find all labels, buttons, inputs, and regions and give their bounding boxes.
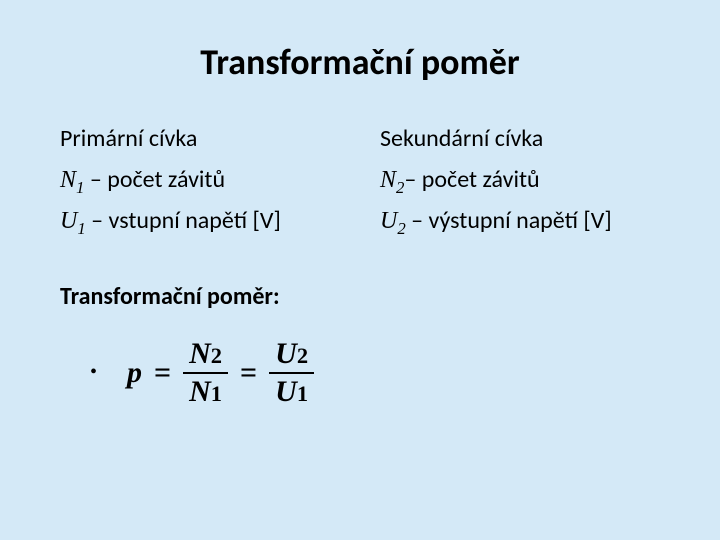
secondary-u-definition: U2 – výstupní napětí [V] [380, 206, 660, 239]
secondary-header: Sekundární cívka [380, 124, 660, 153]
n1-description: – počet závitů [84, 165, 225, 194]
frac-n-num-sym: N [189, 337, 211, 370]
primary-n-definition: N1 – počet závitů [60, 165, 340, 198]
fraction-n: N2 N1 [183, 336, 228, 410]
eq-lhs: p [127, 356, 142, 390]
u1-description: – vstupní napětí [V] [86, 206, 281, 235]
secondary-column: Sekundární cívka N2– počet závitů U2 – v… [380, 124, 660, 247]
frac-n-numerator: N2 [183, 336, 228, 372]
page-title: Transformační poměr [60, 40, 660, 84]
transformation-ratio-equation: • p = N2 N1 = U2 U1 [60, 336, 660, 410]
primary-header: Primární cívka [60, 124, 340, 153]
secondary-n-definition: N2– počet závitů [380, 165, 660, 198]
frac-u-den-sub: 1 [297, 381, 308, 406]
frac-u-denominator: U1 [269, 374, 314, 410]
bullet-icon: • [90, 361, 97, 384]
eq-equals-2: = [240, 356, 257, 390]
frac-n-denominator: N1 [183, 374, 228, 410]
equation-subtitle: Transformační poměr: [60, 282, 660, 311]
frac-n-den-sub: 1 [211, 381, 222, 406]
definitions-columns: Primární cívka N1 – počet závitů U1 – vs… [60, 124, 660, 247]
u1-symbol: U [60, 208, 77, 234]
u1-subscript: 1 [77, 219, 85, 238]
u2-subscript: 2 [397, 219, 405, 238]
n2-symbol: N [380, 167, 396, 193]
eq-equals-1: = [154, 356, 171, 390]
frac-u-den-sym: U [275, 375, 297, 408]
frac-u-num-sub: 2 [297, 343, 308, 368]
frac-u-num-sym: U [275, 337, 297, 370]
frac-n-den-sym: N [189, 375, 211, 408]
fraction-u: U2 U1 [269, 336, 314, 410]
frac-n-num-sub: 2 [211, 343, 222, 368]
primary-column: Primární cívka N1 – počet závitů U1 – vs… [60, 124, 340, 247]
u2-symbol: U [380, 208, 397, 234]
primary-u-definition: U1 – vstupní napětí [V] [60, 206, 340, 239]
u2-description: – výstupní napětí [V] [406, 206, 612, 235]
n2-description: – počet závitů [404, 165, 539, 194]
n1-symbol: N [60, 167, 76, 193]
frac-u-numerator: U2 [269, 336, 314, 372]
